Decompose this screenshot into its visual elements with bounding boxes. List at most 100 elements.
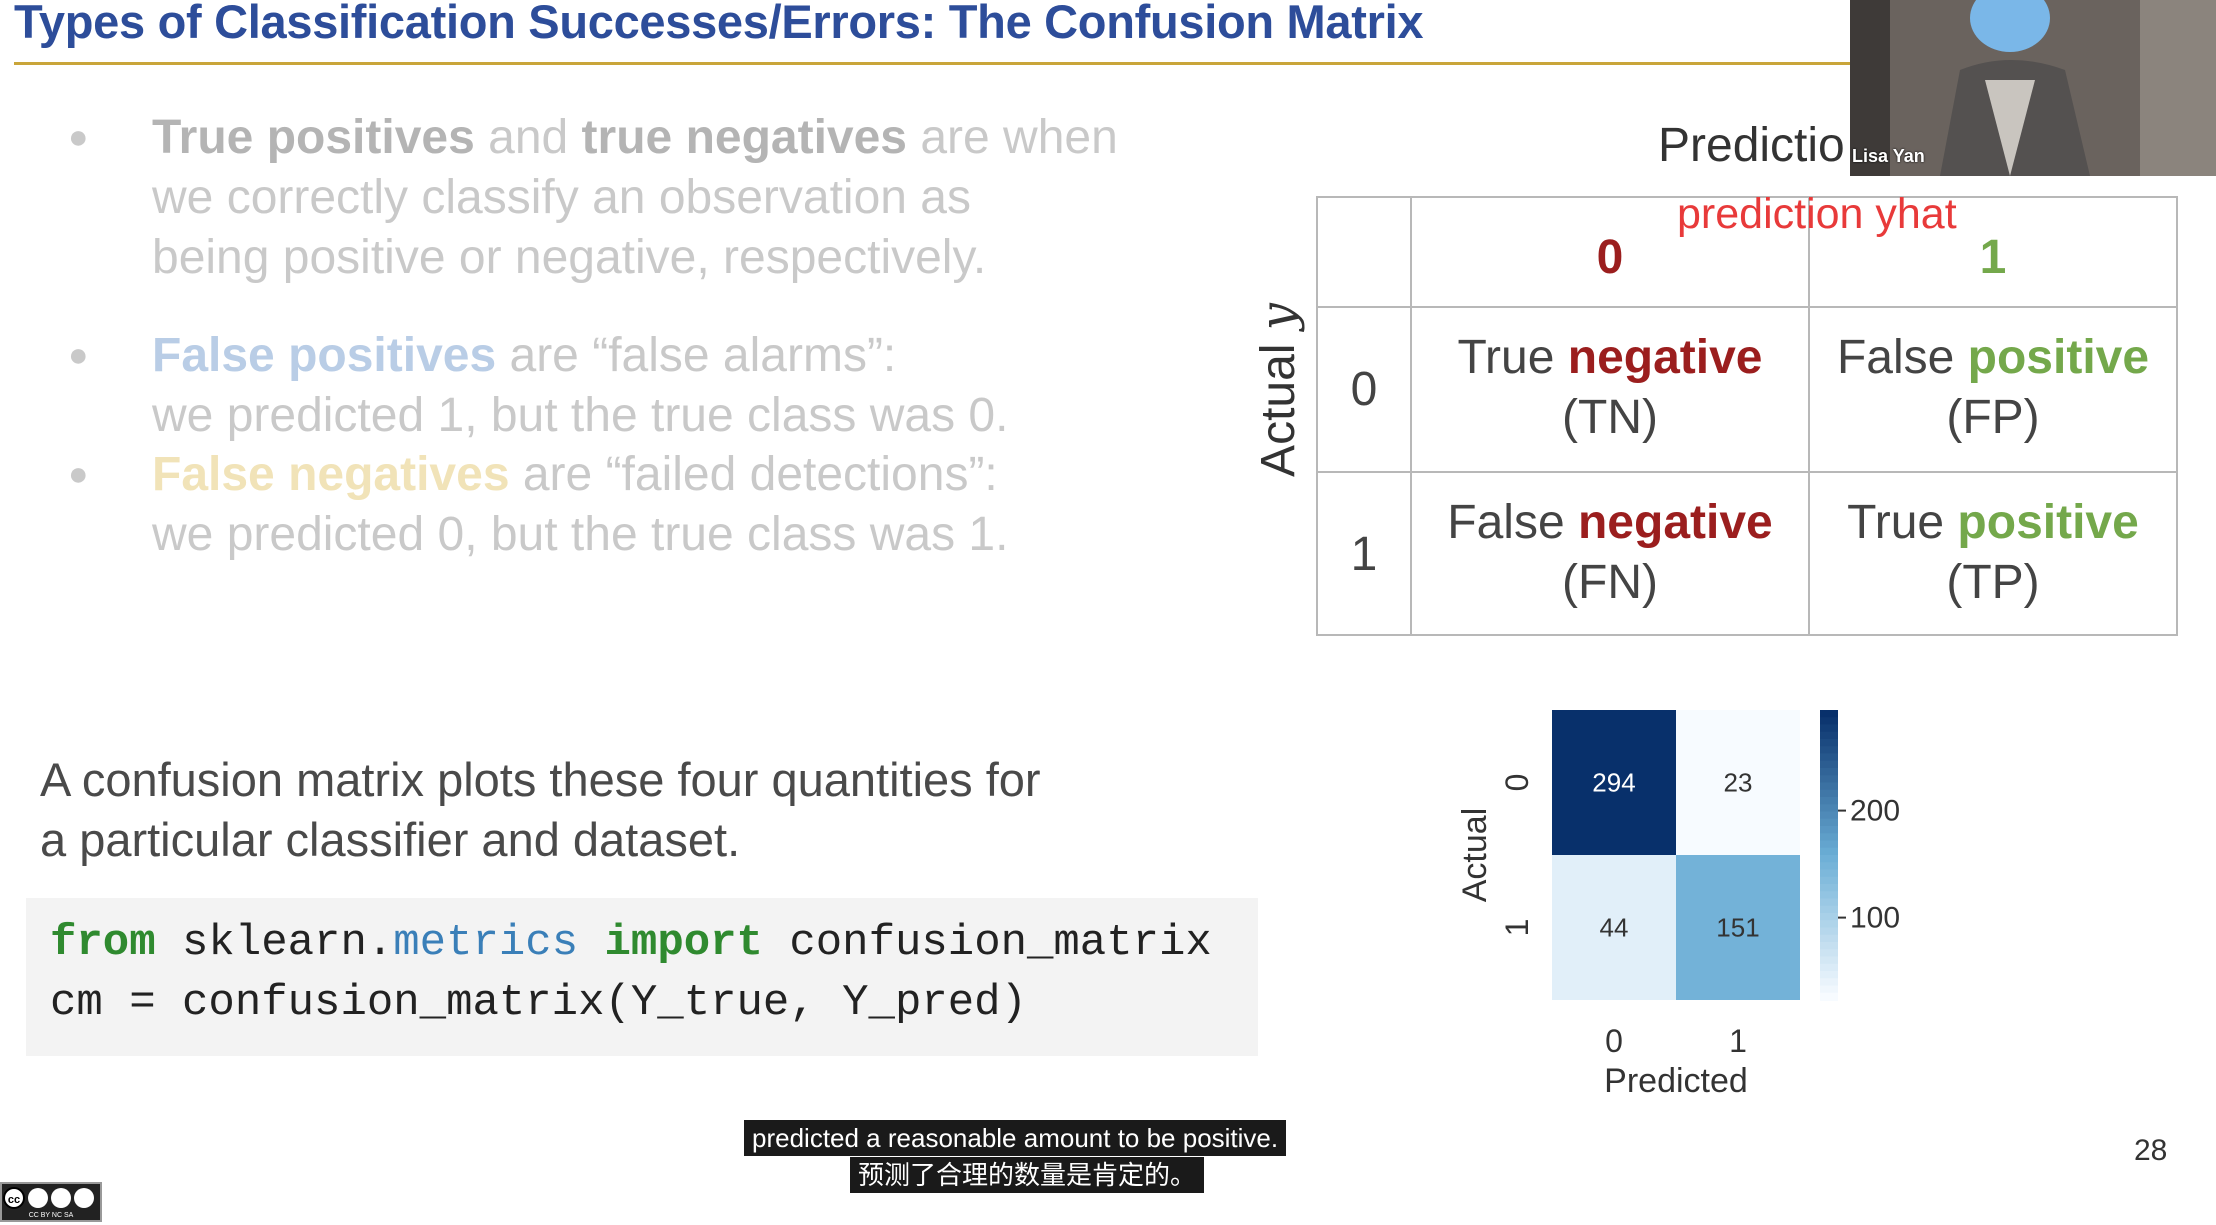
colorbar-segment (1820, 760, 1838, 769)
colorbar-segment (1820, 710, 1838, 719)
colorbar-segment (1820, 934, 1838, 943)
page-number: 28 (2134, 1134, 2168, 1167)
colorbar-segment (1820, 876, 1838, 885)
colorbar-segment (1820, 826, 1838, 835)
cell-fn-abbr: (FN) (1562, 556, 1658, 609)
bullet-1-strong-1: True positives (152, 111, 475, 164)
colorbar-segment (1820, 768, 1838, 777)
col-header-0-label: 0 (1596, 231, 1624, 284)
colorbar-tick-label: 100 (1850, 902, 1900, 935)
subtitle-english: predicted a reasonable amount to be posi… (744, 1120, 1287, 1156)
description-line-1: A confusion matrix plots these four quan… (40, 753, 1041, 806)
colorbar-segment (1820, 884, 1838, 893)
bullet-1: True positives and true negatives are wh… (152, 108, 1118, 288)
colorbar-segment (1820, 789, 1838, 798)
confusion-matrix-diagram: 0 1 0 True negative (TN) False positive … (1316, 196, 2178, 636)
colorbar-segment (1820, 724, 1838, 733)
cell-tp-abbr: (TP) (1946, 556, 2040, 609)
colorbar-tick-label: 200 (1850, 795, 1900, 828)
presenter-video-icon (1850, 0, 2216, 176)
colorbar-segment (1820, 963, 1838, 972)
x-tick-label: 1 (1729, 1023, 1747, 1059)
code-line-2: cm = confusion_matrix(Y_true, Y_pred) (50, 978, 1027, 1028)
colorbar-segment (1820, 731, 1838, 740)
colorbar-segment (1820, 775, 1838, 784)
heatmap-cell (1552, 710, 1676, 855)
colorbar-segment (1820, 833, 1838, 842)
webcam-video: Lisa Yan (1850, 0, 2216, 176)
cell-fp-word1: False (1836, 331, 1968, 384)
bullet-dot: ● (68, 336, 89, 374)
code-module-sub: metrics (393, 918, 579, 968)
colorbar-segment (1820, 898, 1838, 907)
webcam-name-tag: Lisa Yan (1852, 146, 1925, 166)
bullet-3-rest: are “failed detections”: (509, 448, 998, 501)
bullet-2: False positives are “false alarms”: we p… (152, 326, 1008, 446)
actual-label-text: Actual (1252, 343, 1305, 477)
y-axis-label: Actual (1456, 808, 1494, 903)
colorbar-segment (1820, 753, 1838, 762)
colorbar-segment (1820, 746, 1838, 755)
code-line-1: from sklearn.metrics import confusion_ma… (50, 918, 1212, 968)
cell-tn: True negative (TN) (1410, 306, 1810, 473)
bullet-3: False negatives are “failed detections”:… (152, 445, 1008, 565)
cell-fp: False positive (FP) (1808, 306, 2178, 473)
cell-tp: True positive (TP) (1808, 471, 2178, 636)
code-function-name: confusion_matrix (789, 918, 1212, 968)
colorbar-segment (1820, 956, 1838, 965)
colorbar-segment (1820, 905, 1838, 914)
cell-tp-word2: positive (1957, 496, 2139, 549)
colorbar-segment (1820, 949, 1838, 958)
colorbar-segment (1820, 927, 1838, 936)
colorbar-segment (1820, 717, 1838, 726)
colorbar-segment (1820, 978, 1838, 987)
bullet-2-rest: are “false alarms”: (496, 329, 897, 382)
license-badge: cc CC BY NC SA (0, 1182, 102, 1222)
row-header-0: 0 (1316, 306, 1412, 473)
bullet-2-strong: False positives (152, 329, 497, 382)
cell-fn: False negative (FN) (1410, 471, 1810, 636)
colorbar-segment (1820, 869, 1838, 878)
cell-tp-word1: True (1847, 496, 1958, 549)
description-text: A confusion matrix plots these four quan… (40, 750, 1041, 870)
x-tick-label: 0 (1605, 1023, 1623, 1059)
actual-variable: y (1250, 303, 1306, 331)
license-badge-text: CC BY NC SA (29, 1212, 74, 1219)
title-underline (14, 62, 1854, 65)
subtitle-chinese: 预测了合理的数量是肯定的。 (850, 1157, 1205, 1193)
heatmap-value-label: 151 (1716, 913, 1759, 943)
bullet-dot: ● (68, 455, 89, 493)
y-tick-label: 0 (1499, 774, 1535, 792)
row-header-1-label: 1 (1350, 528, 1378, 581)
cc-license-icon: cc CC BY NC SA (3, 1187, 94, 1219)
heatmap-value-label: 294 (1592, 768, 1635, 798)
row-header-0-label: 0 (1350, 363, 1378, 416)
col-header-1-label: 1 (1979, 231, 2007, 284)
cell-fn-word2: negative (1577, 496, 1773, 549)
colorbar-segment (1820, 818, 1838, 827)
bullet-1-line-3: being positive or negative, respectively… (152, 231, 987, 284)
colorbar-segment (1820, 847, 1838, 856)
heatmap-cell (1676, 710, 1800, 855)
description-line-2: a particular classifier and dataset. (40, 813, 741, 866)
prediction-header: Predictio (1658, 119, 1845, 172)
colorbar-segment (1820, 855, 1838, 864)
code-module-pkg: sklearn. (182, 918, 394, 968)
bullet-1-mid: and (474, 111, 582, 164)
colorbar-segment (1820, 913, 1838, 922)
bullet-1-line-2: we correctly classify an observation as (152, 171, 971, 224)
colorbar-segment (1820, 920, 1838, 929)
colorbar-segment (1820, 804, 1838, 813)
svg-text:cc: cc (8, 1194, 20, 1206)
bullet-3-line-2: we predicted 0, but the true class was 1… (152, 508, 1009, 561)
colorbar-segment (1820, 782, 1838, 791)
heatmap-cell (1676, 855, 1800, 1000)
colorbar-segment (1820, 891, 1838, 900)
actual-label: Actual y (1250, 300, 1310, 480)
colorbar-segment (1820, 797, 1838, 806)
bullet-2-line-2: we predicted 1, but the true class was 0… (152, 389, 1009, 442)
heatmap-cell (1552, 855, 1676, 1000)
code-block: from sklearn.metrics import confusion_ma… (26, 898, 1258, 1056)
corner-cell (1316, 196, 1412, 308)
